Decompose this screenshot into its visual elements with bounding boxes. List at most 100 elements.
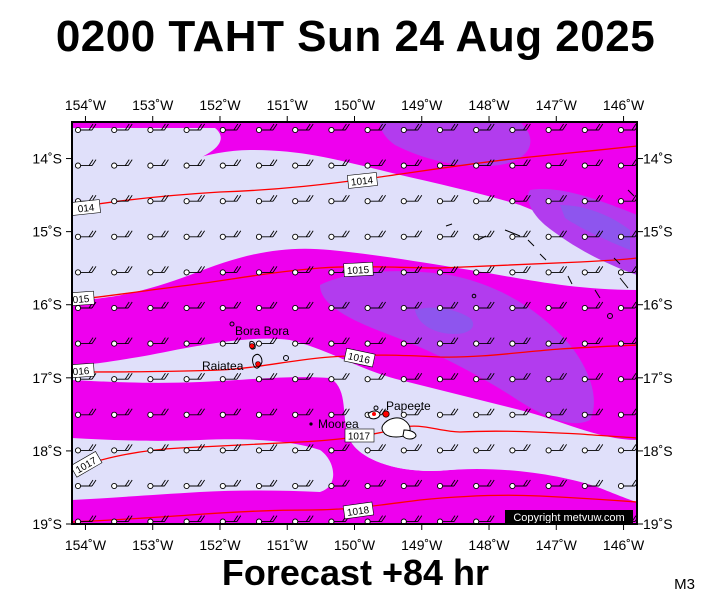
wind-barb xyxy=(219,301,242,312)
wind-barb xyxy=(436,301,459,312)
wind-barb xyxy=(328,444,350,454)
isobar-label-1015-left: 015 xyxy=(72,290,95,307)
copyright-box xyxy=(505,510,633,524)
isobar-1014 xyxy=(72,145,637,209)
wind-barb xyxy=(111,123,133,134)
wind-barb xyxy=(183,266,205,276)
wind-barb xyxy=(473,479,495,490)
wind-barb xyxy=(183,408,205,418)
bora-bora-marker xyxy=(249,343,255,349)
wind-barb xyxy=(436,444,459,454)
wind-barb xyxy=(364,479,386,490)
lon-tick-label-top: 154˚W xyxy=(65,97,107,113)
wind-barb xyxy=(436,159,459,169)
wind-barb xyxy=(436,230,459,240)
wind-barb xyxy=(147,194,169,205)
isobar-label-1015: 1015 xyxy=(343,261,374,277)
wind-barb xyxy=(147,372,169,383)
isobar-label-1017: 1017 xyxy=(344,428,375,443)
wind-core-upper-right xyxy=(528,189,637,275)
wind-barb xyxy=(292,230,314,240)
wind-barb xyxy=(364,337,386,347)
wind-barb xyxy=(473,266,495,276)
wind-barb xyxy=(255,444,278,454)
wind-barb xyxy=(292,444,314,454)
wind-barb xyxy=(111,479,133,490)
wind-barb xyxy=(111,372,133,383)
wind-barb xyxy=(617,372,637,383)
wind-barb xyxy=(147,444,169,454)
svg-text:014: 014 xyxy=(77,203,95,216)
wind-barb xyxy=(292,372,314,383)
wind-barb xyxy=(473,337,495,347)
maiao-island xyxy=(309,422,313,426)
lon-tick-label-bottom: 148˚W xyxy=(468,537,510,553)
wind-barb xyxy=(581,444,604,454)
wind-barb xyxy=(255,230,278,240)
wind-barb xyxy=(147,123,169,134)
wind-barb xyxy=(545,444,567,454)
wind-barb xyxy=(292,301,314,312)
svg-text:015: 015 xyxy=(72,294,90,306)
wind-barb xyxy=(147,408,169,418)
maupiti-island xyxy=(229,321,235,327)
wind-barb xyxy=(328,337,350,347)
wind-barb xyxy=(219,515,242,524)
wind-barb xyxy=(436,408,459,418)
wind-barb xyxy=(111,337,133,347)
lon-tick-label-bottom: 146˚W xyxy=(603,537,645,553)
wind-barb xyxy=(111,515,133,524)
lon-tick-label-bottom: 147˚W xyxy=(536,537,578,553)
wind-barb xyxy=(111,408,133,418)
raiatea-marker xyxy=(255,361,261,367)
wind-barb xyxy=(74,515,97,524)
wind-barb xyxy=(545,479,567,490)
wind-barb xyxy=(328,301,350,312)
wind-barb xyxy=(219,230,242,240)
wind-barb xyxy=(617,479,637,490)
wind-barb xyxy=(436,337,459,347)
wind-barb xyxy=(509,123,531,134)
wind-barb xyxy=(183,479,205,490)
wind-barb xyxy=(74,479,97,490)
wind-barb xyxy=(219,337,242,347)
wind-barb xyxy=(219,479,242,490)
wind-barb xyxy=(328,372,350,383)
place-label-moorea: Moorea xyxy=(318,417,359,431)
calm-pocket-lower xyxy=(345,379,600,488)
wind-barb xyxy=(292,123,314,134)
wind-barb xyxy=(473,194,495,205)
wind-barb xyxy=(111,159,133,169)
papeete-marker xyxy=(382,410,390,418)
wind-barb xyxy=(436,515,459,524)
wind-barb xyxy=(255,372,278,383)
wind-barb xyxy=(292,408,314,418)
wind-barb xyxy=(509,408,531,418)
isobar-label-1014: 1014 xyxy=(347,172,378,189)
wind-barb xyxy=(473,123,495,134)
wind-barb xyxy=(328,479,350,490)
wind-barb xyxy=(436,479,459,490)
lon-tick-label-top: 147˚W xyxy=(536,97,578,113)
wind-barb xyxy=(183,159,205,169)
wind-barb xyxy=(255,123,278,134)
lon-tick-label-bottom: 150˚W xyxy=(334,537,376,553)
moorea-marker xyxy=(372,412,376,416)
wind-barb xyxy=(473,515,495,524)
wind-barb xyxy=(545,266,567,276)
tahiti-peninsula xyxy=(402,429,417,440)
wind-barb xyxy=(473,444,495,454)
wind-barb xyxy=(581,479,604,490)
wind-barb xyxy=(509,230,531,240)
wind-barb xyxy=(581,123,604,134)
wind-barb xyxy=(400,123,423,134)
wind-barb xyxy=(111,444,133,454)
wind-barb xyxy=(581,159,604,169)
lat-tick-label-right: 17˚S xyxy=(643,370,673,386)
wind-barb xyxy=(219,408,242,418)
wind-barb xyxy=(219,372,242,383)
wind-barb xyxy=(617,230,637,240)
lat-tick-label-left: 14˚S xyxy=(32,151,62,167)
wind-barb xyxy=(292,479,314,490)
